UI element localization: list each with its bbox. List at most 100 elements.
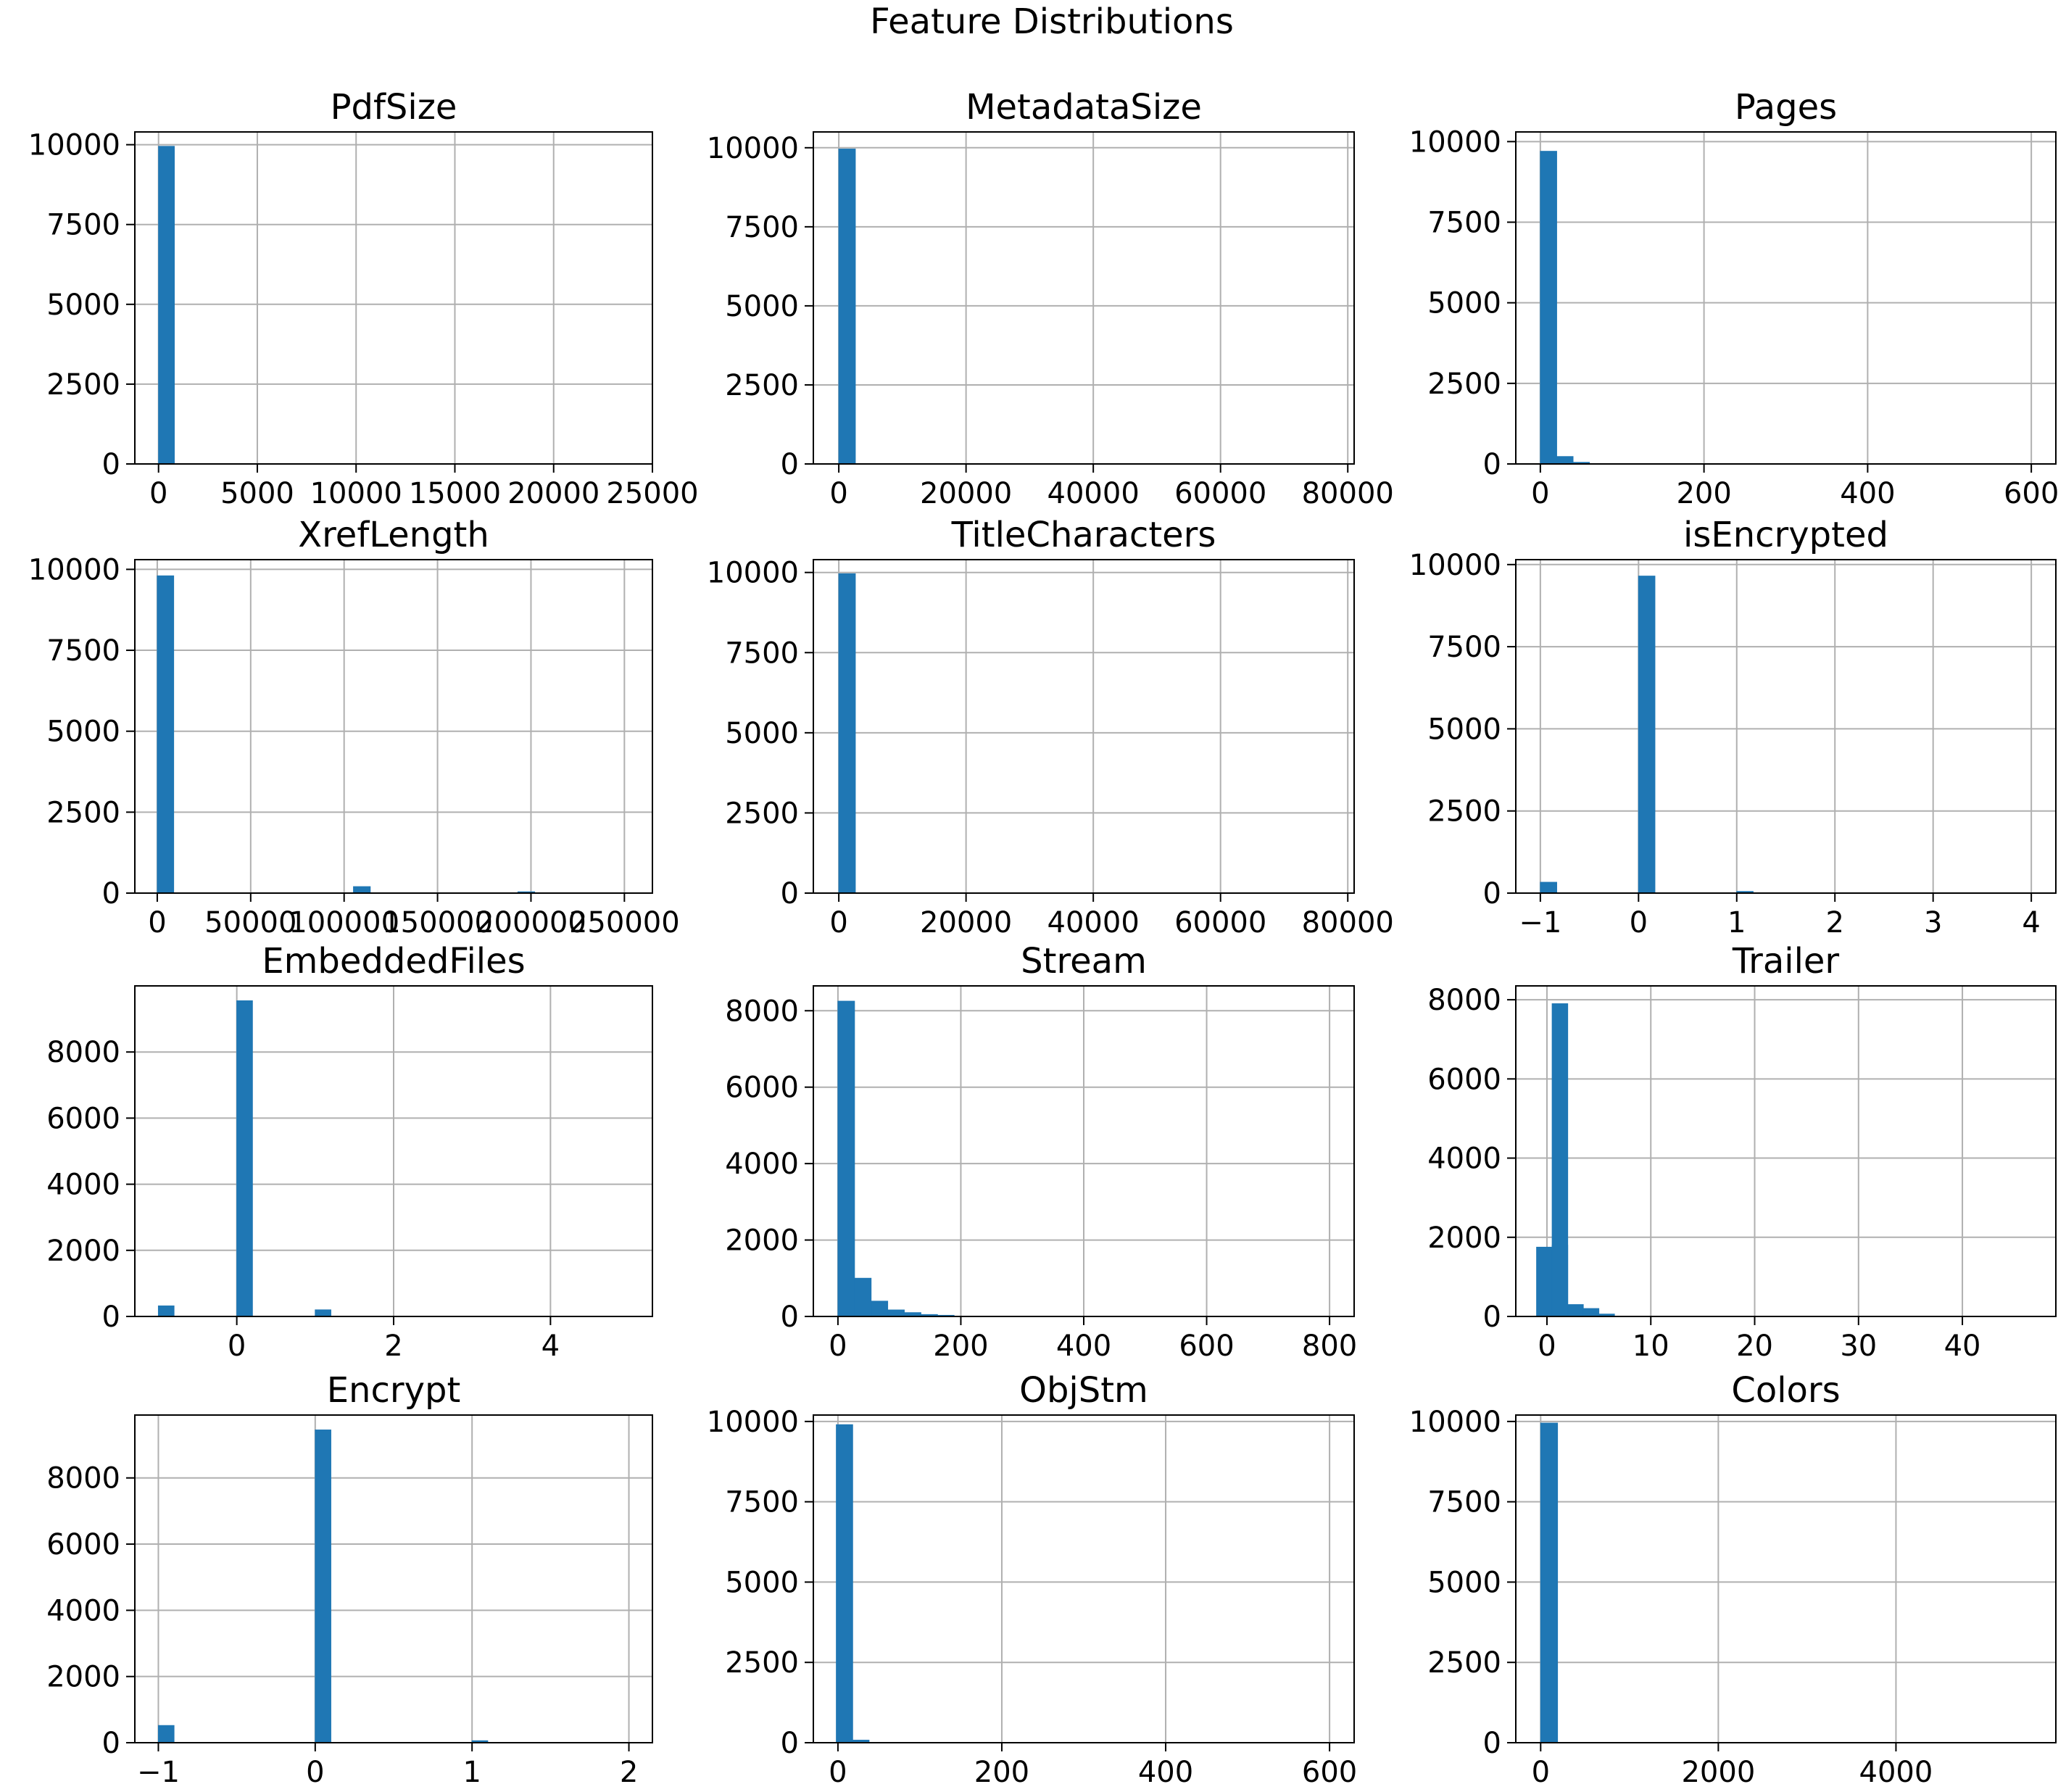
y-tick-label: 0 [102,877,120,910]
y-tick-label: 10000 [707,557,799,590]
y-tick-label: 5000 [1427,287,1501,320]
x-tick-label: 10000 [310,477,402,510]
subplot-title: Stream [1021,941,1147,982]
subplot-title: Encrypt [327,1370,461,1411]
y-tick-label: 2500 [1427,368,1501,401]
x-tick-label: 600 [1302,1756,1357,1789]
x-tick-label: 40 [1944,1330,1981,1363]
subplot-title: EmbeddedFiles [262,941,525,982]
y-tick-label: 10000 [1409,549,1501,582]
y-tick-label: 7500 [46,634,120,668]
subplot-title: TitleCharacters [951,515,1216,555]
subplot-titlecharacters: 0 20000 40000 60000 80000 0 2500 5000 7500 10000 T… [707,515,1394,939]
y-tick-label: 2500 [1427,1646,1501,1680]
x-tick-label: 0 [149,477,167,510]
subplot-metadatasize: 0 20000 40000 60000 80000 0 2500 5000 7500 10000 M… [707,87,1394,510]
histogram-bar [1556,456,1574,465]
histogram-bar [1540,151,1557,465]
y-tick-label: 4000 [46,1169,120,1202]
histogram-bar [854,1277,872,1317]
x-tick-label: 4 [2022,906,2040,939]
histogram-bar [1540,882,1557,894]
subplot-encrypt: −1 0 1 2 0 2000 4000 6000 8000 Encrypt [46,1370,653,1789]
y-tick-label: 6000 [1427,1063,1501,1096]
x-tick-label: 5000 [220,477,294,510]
x-tick-label: −1 [1519,906,1561,939]
y-tick-label: 0 [1483,448,1501,481]
x-tick-label: 800 [1302,1330,1357,1363]
y-tick-label: 10000 [1409,1406,1501,1439]
y-tick-label: 10000 [707,132,799,165]
y-tick-label: 8000 [46,1036,120,1069]
histogram-bar [838,149,856,465]
histogram-bar [315,1309,331,1317]
x-tick-label: 200 [1676,477,1731,510]
x-tick-label: 200000 [476,906,586,939]
x-tick-label: 2 [384,1330,402,1363]
x-tick-label: 0 [829,1756,847,1789]
y-tick-label: 6000 [46,1102,120,1135]
x-tick-label: 0 [148,906,166,939]
histogram-bar [887,1309,905,1317]
subplot-colors: 0 2000 4000 0 2500 5000 7500 10000 Colors [1409,1370,2057,1789]
x-tick-label: 4000 [1859,1756,1933,1789]
y-tick-label: 5000 [725,290,799,323]
x-tick-label: 250000 [569,906,680,939]
y-tick-label: 0 [1483,1301,1501,1334]
x-tick-label: 0 [829,1330,847,1363]
histogram-bar [157,1305,175,1317]
y-tick-label: 0 [1483,877,1501,910]
y-tick-label: 2500 [46,796,120,829]
y-tick-label: 5000 [46,289,120,322]
axes-frame [1515,559,2057,894]
x-tick-label: 2 [620,1756,638,1789]
y-tick-label: 2500 [725,369,799,402]
y-tick-label: 0 [102,1727,120,1760]
y-tick-label: 2000 [46,1661,120,1694]
subplot-title: XrefLength [298,515,489,555]
x-tick-label: 25000 [606,477,698,510]
x-tick-label: 60000 [1174,906,1266,939]
x-tick-label: 400 [1138,1756,1193,1789]
x-tick-label: 0 [1532,1756,1550,1789]
y-tick-label: 10000 [1409,125,1501,159]
histogram-bar [871,1301,889,1317]
x-tick-label: 2 [1826,906,1844,939]
axes-frame [813,559,1355,894]
y-tick-label: 6000 [725,1071,799,1105]
subplot-pdfsize: 0 5000 10000 15000 20000 25000025005000750010… [28,87,699,510]
y-tick-label: 6000 [46,1528,120,1561]
y-tick-label: 0 [1483,1727,1501,1760]
y-tick-label: 5000 [725,1566,799,1599]
y-tick-label: 4000 [1427,1142,1501,1176]
subplot-title: Pages [1735,87,1837,128]
axes-frame [1515,131,2057,465]
x-tick-label: 50000 [204,906,296,939]
figure-title: Feature Distributions [870,1,1234,42]
y-tick-label: 5000 [1427,713,1501,746]
subplot-isencrypted: −1 0 1 2 3 4 0 2500 5000 7500 10000 isEncrypted [1409,515,2057,939]
y-tick-label: 4000 [46,1594,120,1627]
y-tick-label: 7500 [725,636,799,670]
y-tick-label: 4000 [725,1148,799,1181]
x-tick-label: 20000 [920,477,1012,510]
x-tick-label: 40000 [1047,477,1140,510]
x-tick-label: −1 [137,1756,180,1789]
y-tick-label: 2500 [725,1646,799,1680]
histogram-bar [158,146,175,465]
subplot-title: PdfSize [331,87,457,128]
histogram-bar [157,575,175,894]
x-tick-label: 4 [542,1330,560,1363]
subplot-title: Colors [1731,1370,1840,1411]
x-tick-label: 80000 [1302,906,1394,939]
axes-frame [134,131,653,465]
y-tick-label: 0 [102,448,120,481]
x-tick-label: 40000 [1047,906,1140,939]
y-tick-label: 5000 [1427,1566,1501,1599]
axes-frame [1515,985,2057,1317]
y-tick-label: 0 [781,877,799,910]
histogram-bar [157,1725,175,1743]
